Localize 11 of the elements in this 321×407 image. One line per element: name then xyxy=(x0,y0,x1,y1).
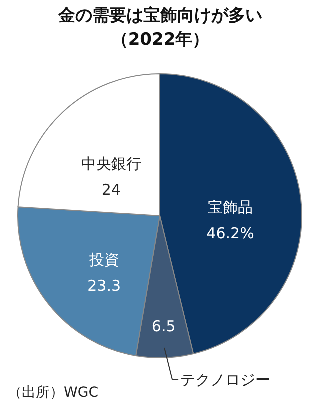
data-label: 6.5 xyxy=(152,318,176,336)
data-label: 46.2% xyxy=(206,224,254,243)
slice-label: 中央銀行 xyxy=(81,155,142,174)
chart-subtitle: （2022年） xyxy=(111,30,210,50)
data-label: 23.3 xyxy=(88,277,122,296)
slice-label: テクノロジー xyxy=(180,371,271,389)
slice-label: 宝飾品 xyxy=(208,198,253,217)
slice-label: 投資 xyxy=(88,251,120,270)
data-label: 24 xyxy=(102,181,121,200)
text: （出所）WGC xyxy=(8,385,99,401)
chart-title: 金の需要は宝飾向けが多い xyxy=(58,6,262,26)
